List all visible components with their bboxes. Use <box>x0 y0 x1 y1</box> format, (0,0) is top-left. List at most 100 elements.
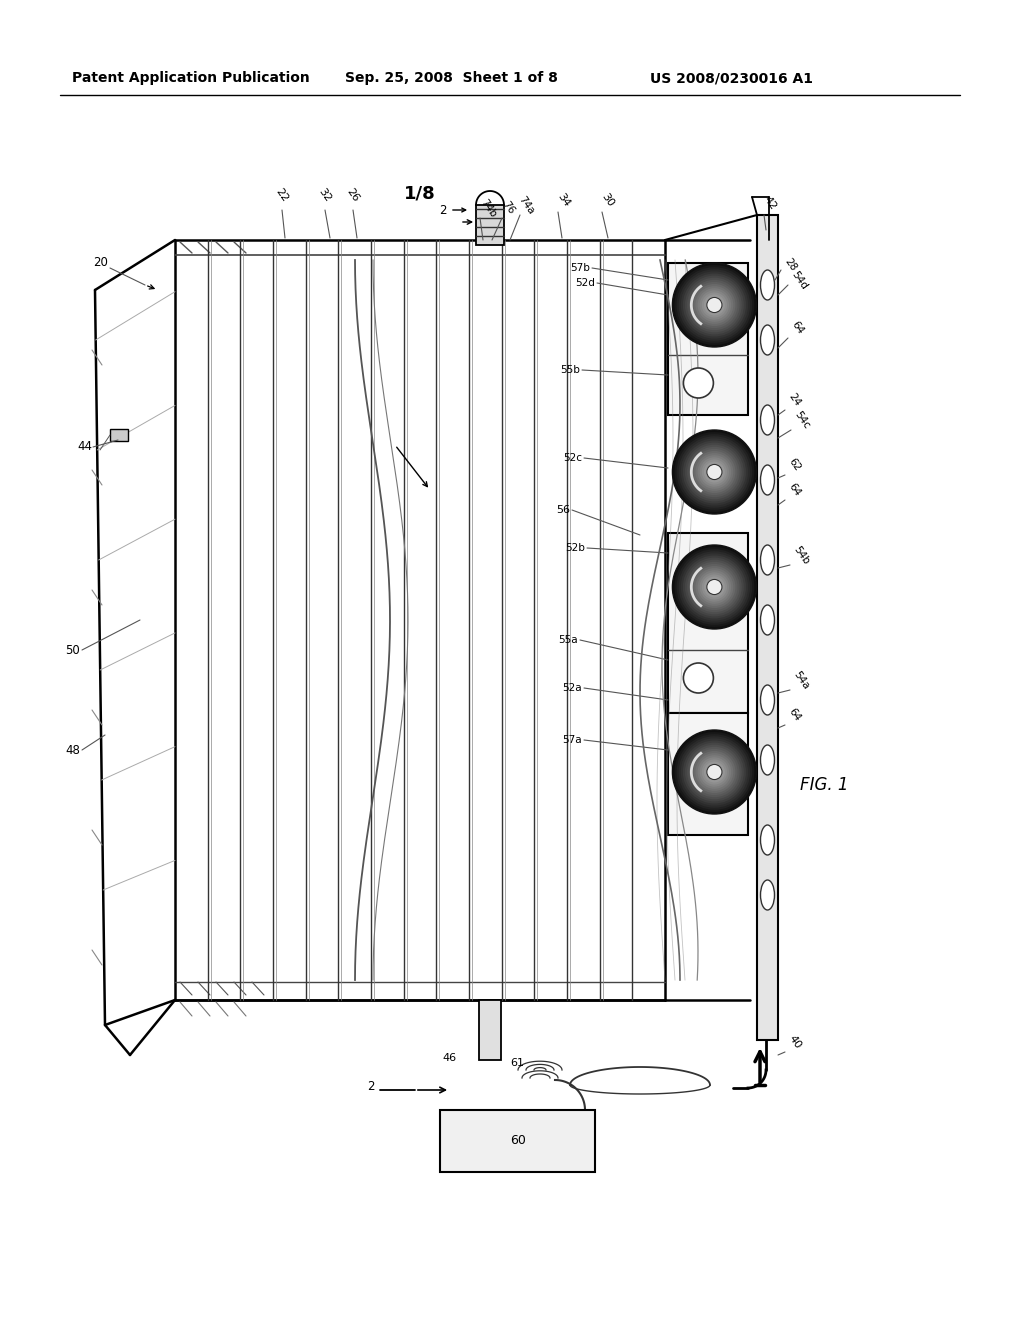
Text: 42: 42 <box>762 194 778 211</box>
Circle shape <box>701 574 727 599</box>
Circle shape <box>697 570 731 603</box>
Text: 22: 22 <box>273 186 290 203</box>
Text: 54c: 54c <box>793 409 812 430</box>
Circle shape <box>699 457 729 487</box>
Bar <box>668 713 748 836</box>
Circle shape <box>703 762 725 783</box>
Circle shape <box>693 751 735 793</box>
Circle shape <box>701 459 727 484</box>
Text: 52a: 52a <box>562 682 582 693</box>
Circle shape <box>709 466 721 478</box>
Circle shape <box>706 578 723 595</box>
Circle shape <box>707 579 722 594</box>
Text: 50: 50 <box>66 644 80 656</box>
Text: 2: 2 <box>368 1081 375 1093</box>
Text: 74b: 74b <box>478 197 498 219</box>
Circle shape <box>703 577 725 598</box>
Circle shape <box>706 297 723 313</box>
Circle shape <box>683 556 745 619</box>
Text: 57b: 57b <box>570 263 590 273</box>
Text: 28: 28 <box>783 256 799 273</box>
Circle shape <box>681 272 748 339</box>
Circle shape <box>673 545 757 630</box>
Text: 61: 61 <box>510 1059 524 1068</box>
Ellipse shape <box>761 325 774 355</box>
Ellipse shape <box>761 744 774 775</box>
Circle shape <box>689 446 739 498</box>
Circle shape <box>689 562 739 612</box>
Circle shape <box>695 568 733 606</box>
Circle shape <box>697 288 731 322</box>
Ellipse shape <box>761 880 774 909</box>
Circle shape <box>697 455 731 488</box>
Circle shape <box>677 267 753 343</box>
Circle shape <box>711 768 719 776</box>
Circle shape <box>709 766 721 779</box>
Ellipse shape <box>761 825 774 855</box>
Text: 44: 44 <box>77 441 92 454</box>
Text: 74a: 74a <box>516 194 536 216</box>
Bar <box>440 1110 595 1172</box>
Circle shape <box>693 284 735 326</box>
Circle shape <box>685 276 743 334</box>
Bar <box>110 429 128 441</box>
Text: 52b: 52b <box>565 543 585 553</box>
Circle shape <box>699 758 729 787</box>
Text: US 2008/0230016 A1: US 2008/0230016 A1 <box>650 71 813 84</box>
Circle shape <box>689 280 739 330</box>
Circle shape <box>695 453 733 491</box>
Circle shape <box>707 465 722 479</box>
Circle shape <box>713 770 717 774</box>
Circle shape <box>707 297 722 313</box>
Circle shape <box>713 302 717 308</box>
Circle shape <box>673 430 757 513</box>
Circle shape <box>699 290 729 319</box>
Text: 60: 60 <box>510 1134 526 1147</box>
Ellipse shape <box>761 405 774 436</box>
Circle shape <box>695 286 733 323</box>
Circle shape <box>683 741 745 804</box>
Text: 52d: 52d <box>575 279 595 288</box>
Text: 24: 24 <box>787 392 803 408</box>
Circle shape <box>695 754 733 791</box>
Circle shape <box>709 298 721 312</box>
Circle shape <box>697 755 731 789</box>
Circle shape <box>699 573 729 602</box>
Text: FIG. 1: FIG. 1 <box>800 776 849 795</box>
Circle shape <box>711 583 719 591</box>
Text: 40: 40 <box>787 1034 803 1051</box>
Text: 34: 34 <box>556 191 572 209</box>
Circle shape <box>681 438 748 506</box>
Circle shape <box>701 293 727 318</box>
Circle shape <box>691 748 737 795</box>
Circle shape <box>687 560 741 614</box>
Circle shape <box>713 470 717 474</box>
Text: 52c: 52c <box>563 453 582 463</box>
Circle shape <box>679 552 751 623</box>
Circle shape <box>685 743 743 801</box>
Text: 56: 56 <box>556 506 570 515</box>
Text: 57a: 57a <box>562 735 582 744</box>
Text: 64: 64 <box>790 319 806 337</box>
Ellipse shape <box>761 545 774 576</box>
Text: 46: 46 <box>442 1053 456 1063</box>
Circle shape <box>691 564 737 610</box>
Text: 1/8: 1/8 <box>404 183 436 202</box>
Ellipse shape <box>761 465 774 495</box>
Bar <box>668 533 748 713</box>
Circle shape <box>681 738 748 805</box>
Circle shape <box>709 581 721 593</box>
Bar <box>476 205 504 246</box>
Text: 32: 32 <box>316 186 333 203</box>
Text: 55a: 55a <box>558 635 578 645</box>
Circle shape <box>675 432 755 512</box>
Text: 64: 64 <box>787 706 803 723</box>
Text: 76: 76 <box>500 199 516 216</box>
Text: Sep. 25, 2008  Sheet 1 of 8: Sep. 25, 2008 Sheet 1 of 8 <box>345 71 558 84</box>
Text: 26: 26 <box>345 186 361 203</box>
Circle shape <box>691 282 737 329</box>
Circle shape <box>675 733 755 812</box>
Bar <box>479 1001 501 1060</box>
Circle shape <box>683 663 714 693</box>
Circle shape <box>685 442 743 502</box>
